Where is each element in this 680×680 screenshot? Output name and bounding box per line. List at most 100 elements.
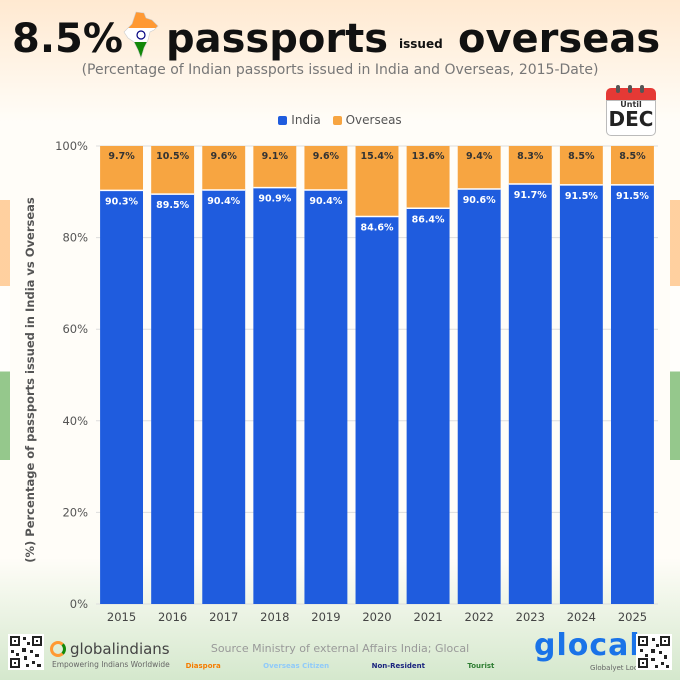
y-tick-label: 20% — [62, 505, 88, 519]
data-label-india: 90.6% — [463, 195, 496, 206]
bar-india-2023 — [508, 184, 552, 604]
y-tick-label: 80% — [62, 231, 88, 245]
x-tick-label: 2019 — [311, 610, 340, 624]
data-label-overseas: 9.4% — [466, 151, 493, 162]
globalindians-logo-text: globalindians — [70, 640, 170, 658]
legend-label-india: India — [291, 113, 321, 127]
tricolor-strip-right — [670, 200, 680, 460]
y-axis-ticks: 0% 20% 40% 60% 80% 100% — [55, 139, 88, 611]
qr-code-icon-left — [8, 634, 44, 670]
y-tick-label: 0% — [70, 597, 88, 611]
x-tick-label: 2017 — [209, 610, 238, 624]
source-note: Source Ministry of external Affairs Indi… — [210, 642, 470, 655]
calendar-body — [606, 100, 656, 136]
tricolor-strip-left — [0, 200, 10, 460]
bar-india-2024 — [559, 184, 603, 604]
data-label-overseas: 9.1% — [262, 151, 289, 162]
data-label-overseas: 15.4% — [361, 151, 394, 162]
qr-code-icon-right — [636, 634, 672, 670]
bar-overseas-2024 — [559, 146, 603, 185]
data-label-overseas: 9.6% — [211, 151, 238, 162]
calendar-icon: Until DEC — [606, 85, 656, 136]
chart-legend: India Overseas — [0, 113, 680, 128]
bar-india-2018 — [253, 187, 297, 605]
bar-overseas-2015 — [100, 146, 144, 191]
data-label-overseas: 9.7% — [108, 151, 135, 162]
india-map-icon — [123, 11, 159, 59]
bar-india-2015 — [100, 190, 144, 604]
data-label-india: 89.5% — [156, 200, 189, 211]
calendar-ring — [628, 85, 632, 93]
title-row: 8.5% passports issued overseas — [0, 12, 680, 66]
footer-category-tourist: Tourist — [467, 662, 495, 670]
calendar-until-label: Until — [620, 100, 642, 109]
title-issued: issued — [399, 37, 443, 51]
globalindians-tagline: Empowering Indians Worldwide — [52, 660, 170, 669]
x-tick-label: 2015 — [107, 610, 136, 624]
bar-india-2025 — [610, 184, 654, 604]
bar-overseas-2016 — [151, 146, 195, 195]
data-label-overseas: 8.5% — [568, 151, 595, 162]
title-passports: passports — [166, 16, 389, 62]
data-label-overseas: 9.6% — [313, 151, 340, 162]
calendar-month-label: DEC — [608, 107, 654, 131]
x-tick-label: 2021 — [413, 610, 442, 624]
data-label-india: 90.4% — [207, 196, 240, 207]
bar-overseas-2023 — [508, 146, 552, 185]
bar-overseas-2025 — [610, 146, 654, 185]
data-label-overseas: 8.5% — [619, 151, 646, 162]
bar-overseas-2022 — [457, 146, 501, 190]
data-label-india: 91.5% — [616, 191, 649, 202]
bar-overseas-2017 — [202, 146, 246, 190]
legend-swatch-overseas — [332, 115, 342, 125]
stacked-bar-chart: 0%20%40%60%80%100% 9.7%90.3%10.5%89.5%9.… — [55, 139, 658, 624]
bar-overseas-2018 — [253, 146, 297, 188]
bar-overseas-2020 — [355, 146, 399, 217]
calendar-ring — [640, 85, 644, 93]
footer-category-row: Diaspora Overseas Citizen Non-Resident T… — [0, 662, 680, 670]
calendar-ring — [616, 85, 620, 93]
data-label-india: 91.7% — [514, 190, 547, 201]
x-tick-label: 2023 — [516, 610, 545, 624]
x-tick-label: 2018 — [260, 610, 289, 624]
bar-india-2019 — [304, 189, 348, 604]
data-label-overseas: 13.6% — [412, 151, 445, 162]
y-tick-label: 100% — [55, 139, 88, 153]
title-overseas: overseas — [458, 16, 661, 62]
bar-india-2020 — [355, 216, 399, 605]
footer-category-non-resident: Non-Resident — [371, 662, 425, 670]
x-tick-label: 2022 — [465, 610, 494, 624]
title-percent: 8.5% — [12, 16, 123, 62]
x-tick-label: 2020 — [362, 610, 391, 624]
bar-india-2016 — [151, 194, 195, 604]
glocal-logo-text: glocal — [534, 628, 641, 663]
glocal-tagline: Globalyet Local — [590, 664, 644, 672]
x-tick-label: 2016 — [158, 610, 187, 624]
footer-category-diaspora: Diaspora — [185, 662, 221, 670]
data-label-india: 90.4% — [309, 196, 342, 207]
legend-label-overseas: Overseas — [345, 113, 402, 127]
data-label-india: 90.3% — [105, 196, 138, 207]
y-tick-label: 60% — [62, 322, 88, 336]
y-tick-label: 40% — [62, 414, 88, 428]
data-label-overseas: 8.3% — [517, 151, 544, 162]
bar-overseas-2021 — [406, 146, 450, 209]
data-label-overseas: 10.5% — [156, 151, 189, 162]
globalindians-logo-icon — [50, 641, 66, 657]
x-tick-label: 2024 — [567, 610, 596, 624]
x-tick-label: 2025 — [618, 610, 647, 624]
legend-swatch-india — [278, 115, 288, 125]
legend-item-overseas[interactable]: Overseas — [332, 113, 402, 127]
x-axis-ticks: 2015 2016 2017 2018 2019 2020 2021 2022 2023 2024… — [107, 610, 647, 624]
footer-category-overseas-citizen: Overseas Citizen — [263, 662, 330, 670]
subtitle: (Percentage of Indian passports issued i… — [81, 62, 599, 78]
data-label-india: 91.5% — [565, 191, 598, 202]
data-label-india: 84.6% — [361, 223, 394, 234]
bar-group: 9.7% 90.3% 10.5% 89.5% 9.6% 90.4% 9.1% 90.9% 9.6… — [100, 146, 654, 605]
bar-india-2022 — [457, 189, 501, 604]
legend-item-india[interactable]: India — [278, 113, 321, 127]
bar-india-2017 — [202, 189, 246, 604]
data-label-india: 90.9% — [258, 194, 291, 205]
bar-india-2021 — [406, 208, 450, 604]
bar-overseas-2019 — [304, 146, 348, 190]
